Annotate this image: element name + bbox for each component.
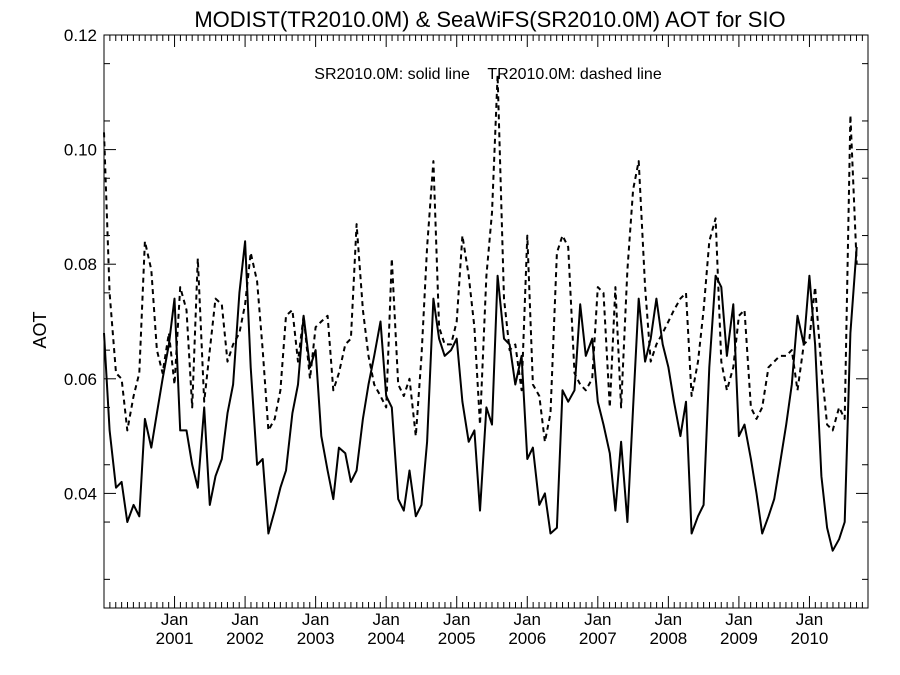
x-tick-year-label: 2009: [720, 629, 758, 648]
y-axis-ticks: 0.04 0.06 0.08 0.10 0.12: [64, 26, 868, 580]
plot-border: [103, 34, 869, 609]
x-tick-month-label: Jan: [443, 610, 470, 629]
solid-series-line: [103, 240, 858, 552]
x-tick-year-label: 2010: [791, 629, 829, 648]
x-tick-month-label: Jan: [725, 610, 752, 629]
chart-title: MODIST(TR2010.0M) & SeaWiFS(SR2010.0M) A…: [194, 7, 785, 32]
y-tick-label: 0.12: [64, 26, 97, 45]
y-tick-label: 0.06: [64, 370, 97, 389]
x-tick-year-label: 2004: [367, 629, 405, 648]
chart-annotation: SR2010.0M: solid line TR2010.0M: dashed …: [314, 66, 662, 83]
series-layer: [103, 74, 858, 552]
x-tick-year-label: 2003: [297, 629, 335, 648]
y-tick-label: 0.10: [64, 141, 97, 160]
x-tick-month-label: Jan: [231, 610, 258, 629]
y-tick-label: 0.08: [64, 255, 97, 274]
x-tick-year-label: 2001: [156, 629, 194, 648]
x-tick-year-label: 2006: [508, 629, 546, 648]
y-tick-label: 0.04: [64, 484, 97, 503]
x-tick-year-label: 2008: [649, 629, 687, 648]
x-tick-month-label: Jan: [796, 610, 823, 629]
x-tick-month-label: Jan: [514, 610, 541, 629]
y-axis-label: AOT: [30, 311, 50, 348]
x-tick-year-label: 2007: [579, 629, 617, 648]
x-tick-year-label: 2002: [226, 629, 264, 648]
x-axis-ticks: Jan2001Jan2002Jan2003Jan2004Jan2005Jan20…: [109, 35, 863, 648]
x-tick-month-label: Jan: [655, 610, 682, 629]
x-tick-month-label: Jan: [161, 610, 188, 629]
x-tick-year-label: 2005: [438, 629, 476, 648]
x-tick-month-label: Jan: [584, 610, 611, 629]
x-tick-month-label: Jan: [372, 610, 399, 629]
x-tick-month-label: Jan: [302, 610, 329, 629]
plot-frame: [103, 34, 869, 609]
dashed-series-line: [103, 74, 858, 443]
